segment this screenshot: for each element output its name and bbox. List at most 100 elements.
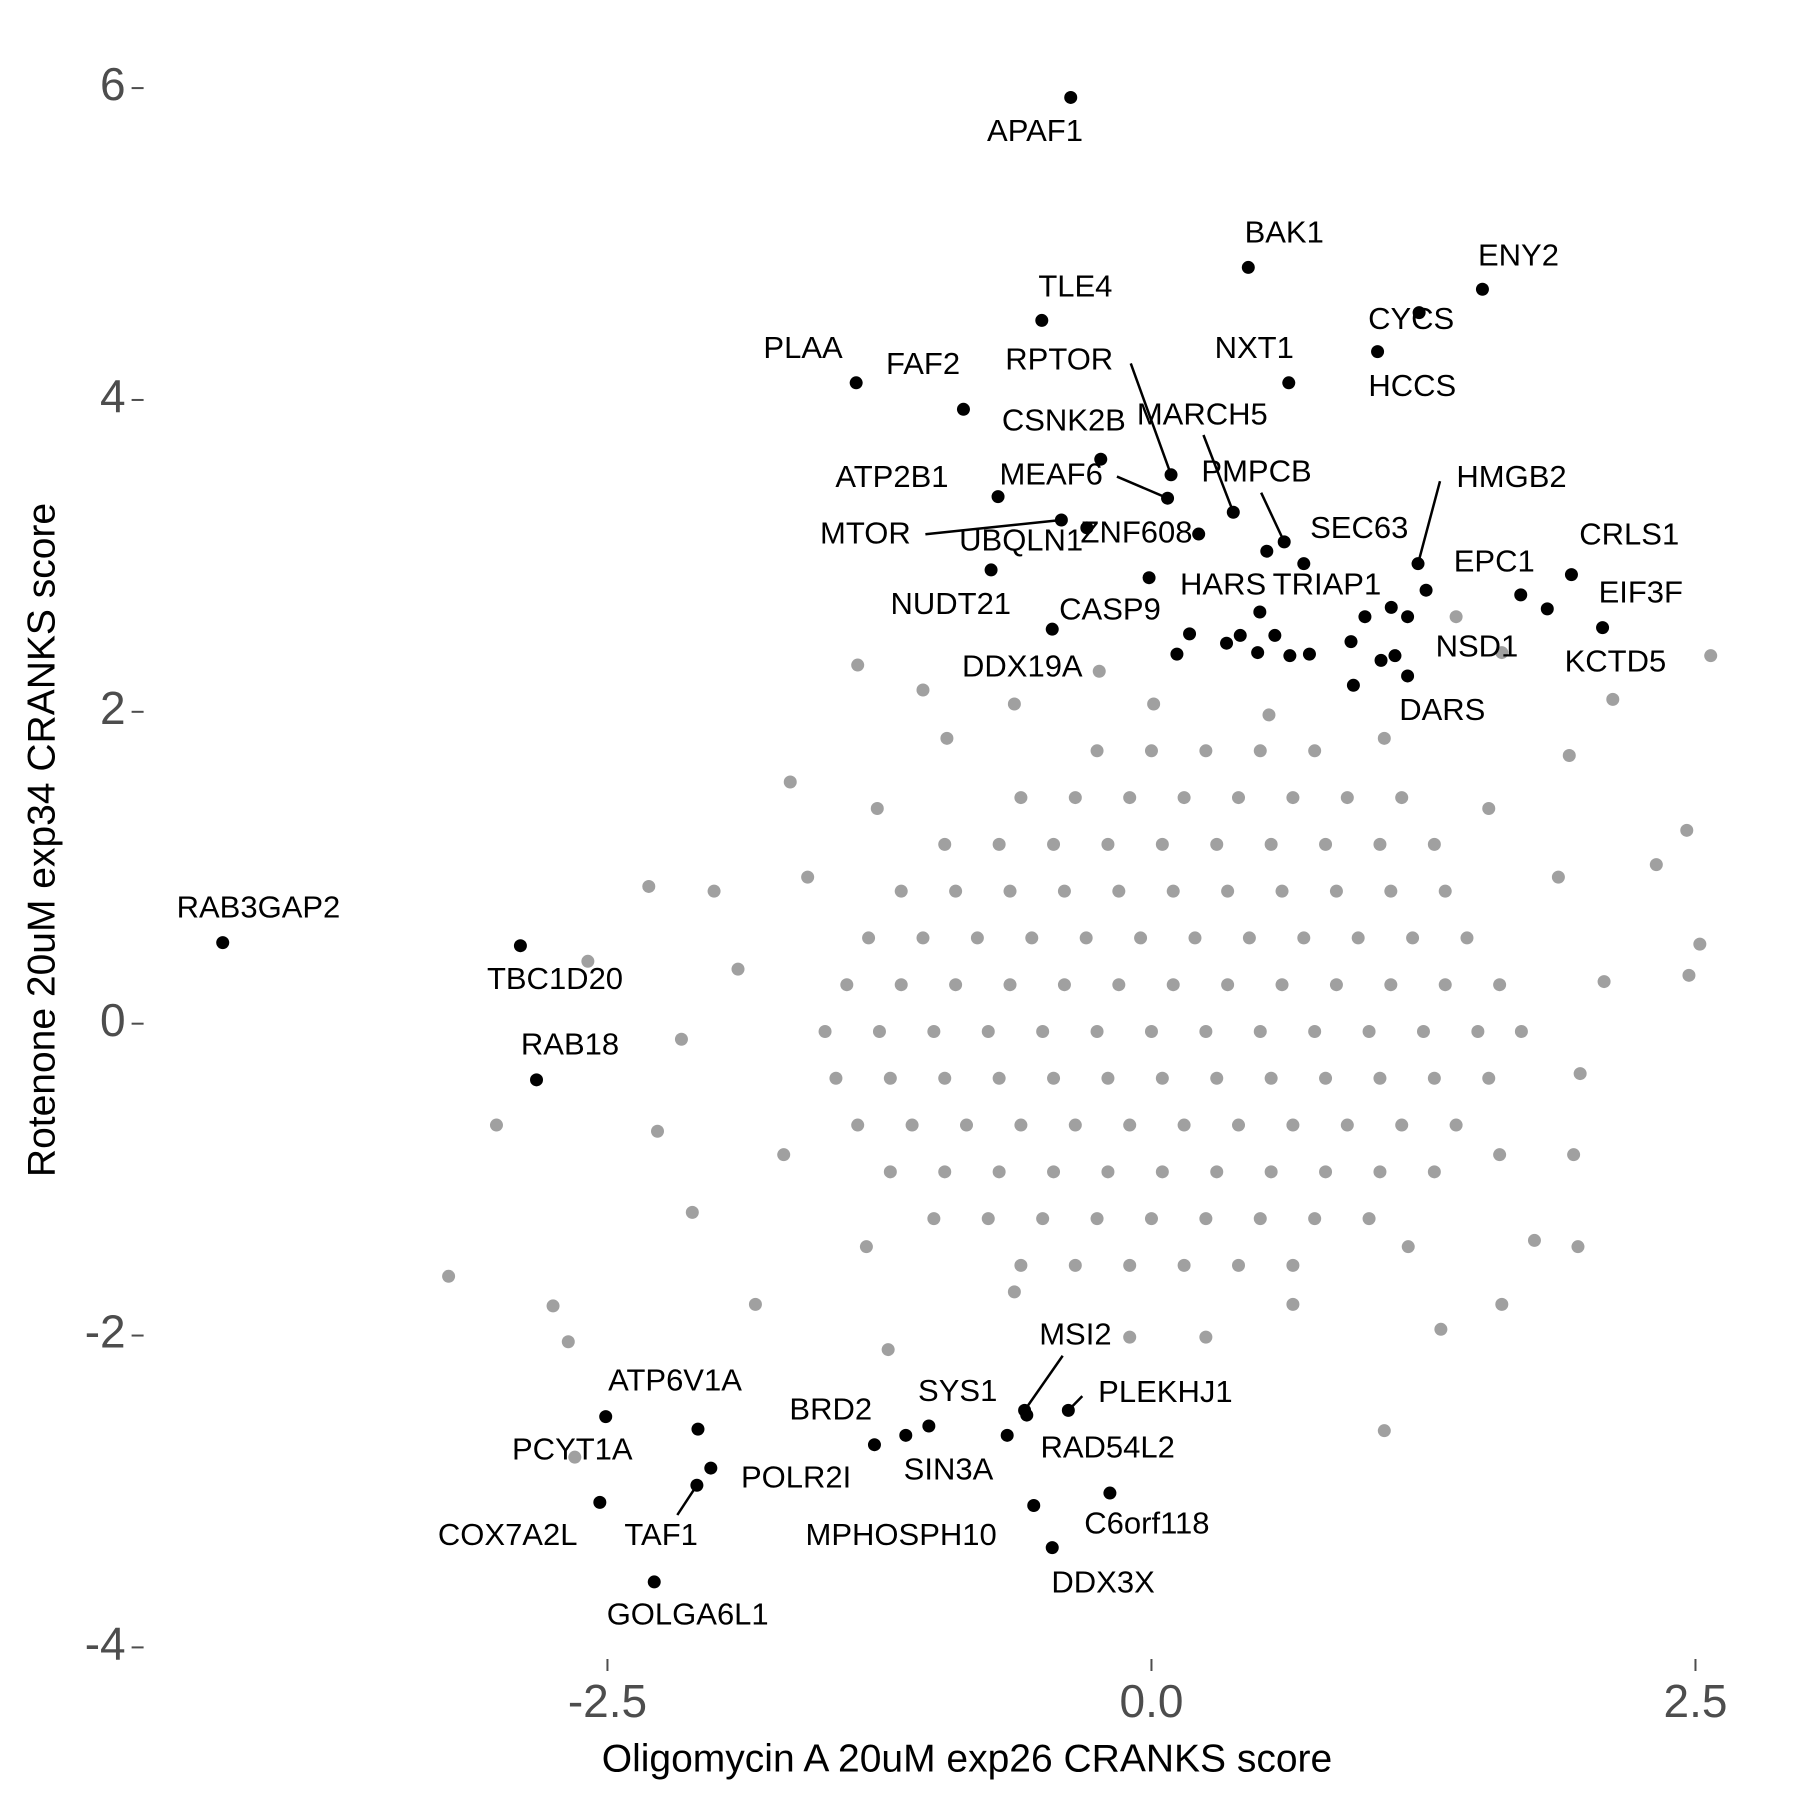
background-point [1242, 931, 1256, 945]
background-point [1275, 884, 1289, 898]
background-point [1495, 646, 1509, 660]
background-point [1232, 791, 1246, 805]
background-point [1101, 837, 1115, 851]
background-point [851, 1118, 865, 1132]
background-point [1308, 1212, 1322, 1226]
highlight-point [1374, 653, 1388, 667]
background-point [1704, 649, 1718, 663]
background-point [1232, 1258, 1246, 1272]
background-point [1047, 1165, 1061, 1179]
highlight-point [956, 402, 970, 416]
leader-line [1116, 475, 1169, 500]
background-point [992, 1165, 1006, 1179]
background-point [651, 1124, 665, 1138]
background-point [1319, 837, 1333, 851]
highlight-point [1241, 260, 1255, 274]
leader-line [925, 518, 1062, 536]
background-point [1253, 744, 1267, 758]
background-point [1177, 1258, 1191, 1272]
background-point [1449, 610, 1463, 624]
background-point [1308, 744, 1322, 758]
point-label: MTOR [820, 516, 911, 551]
background-point [1427, 1071, 1441, 1085]
background-point [1340, 791, 1354, 805]
background-point [851, 658, 865, 672]
x-tick-label: -2.5 [568, 1675, 647, 1727]
background-point [442, 1269, 456, 1283]
background-point [1210, 1071, 1224, 1085]
background-point [1351, 931, 1365, 945]
y-axis-title: Rotenone 20uM exp34 CRANKS score [20, 503, 63, 1177]
background-point [1373, 1071, 1387, 1085]
background-point [1123, 1258, 1137, 1272]
background-point [1007, 697, 1021, 711]
background-point [1573, 1067, 1587, 1081]
point-label: C6orf118 [1084, 1506, 1209, 1541]
background-point [1264, 837, 1278, 851]
background-point [1036, 1024, 1050, 1038]
point-label: CRLS1 [1579, 517, 1679, 552]
background-point [894, 978, 908, 992]
background-point [1264, 1071, 1278, 1085]
highlight-point [849, 376, 863, 390]
background-point [1319, 1071, 1333, 1085]
background-point [1401, 1240, 1415, 1254]
point-label: EIF3F [1599, 574, 1683, 609]
background-point [1377, 731, 1391, 745]
point-label: SEC63 [1310, 510, 1408, 545]
background-point [642, 879, 656, 893]
highlight-point [1596, 621, 1610, 635]
highlight-point [1161, 491, 1175, 505]
background-point [1221, 978, 1235, 992]
background-point [1373, 837, 1387, 851]
highlight-point [1054, 513, 1068, 527]
background-point [674, 1032, 688, 1046]
highlight-point [1401, 669, 1415, 683]
highlight-point [1346, 678, 1360, 692]
point-label: UBQLN1 [959, 522, 1083, 557]
background-point [1036, 1212, 1050, 1226]
background-point [1199, 1330, 1213, 1344]
background-point [1495, 1297, 1509, 1311]
background-point [960, 1118, 974, 1132]
highlight-point [1220, 636, 1234, 650]
leader-line [1260, 492, 1286, 543]
background-point [1406, 931, 1420, 945]
point-label: MEAF6 [999, 457, 1102, 492]
highlight-point [1302, 647, 1316, 661]
background-point [1057, 978, 1071, 992]
x-tick-label: 0.0 [1119, 1675, 1183, 1727]
highlight-point [1253, 605, 1267, 619]
background-point [1221, 884, 1235, 898]
point-label: EPC1 [1454, 543, 1535, 578]
highlight-point [513, 939, 527, 953]
highlight-point [1226, 505, 1240, 519]
background-point [1362, 1024, 1376, 1038]
highlight-point [991, 490, 1005, 504]
background-point [1286, 1118, 1300, 1132]
background-point [1377, 1424, 1391, 1438]
point-label: COX7A2L [438, 1517, 578, 1552]
background-point [1003, 978, 1017, 992]
highlight-point [1233, 628, 1247, 642]
background-point [927, 1024, 941, 1038]
background-point [905, 1118, 919, 1132]
highlight-point [1192, 527, 1206, 541]
x-tick-label: 2.5 [1664, 1675, 1728, 1727]
highlight-point [1564, 568, 1578, 582]
background-point [489, 1118, 503, 1132]
y-tick-label: 2 [100, 682, 126, 734]
background-point [1340, 1118, 1354, 1132]
highlight-point [1412, 306, 1426, 320]
highlight-point [1094, 452, 1108, 466]
background-point [1123, 1118, 1137, 1132]
background-point [1264, 1165, 1278, 1179]
background-point [1155, 837, 1169, 851]
background-point [1438, 978, 1452, 992]
background-point [1079, 931, 1093, 945]
background-point [1003, 884, 1017, 898]
highlight-point [1142, 571, 1156, 585]
leader-line [1023, 1355, 1064, 1412]
point-label: SYS1 [918, 1373, 997, 1408]
background-point [1493, 1148, 1507, 1162]
